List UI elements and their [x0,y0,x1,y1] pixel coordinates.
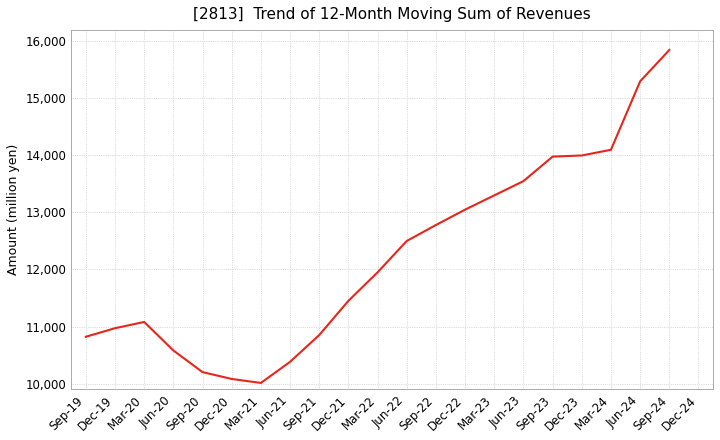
Y-axis label: Amount (million yen): Amount (million yen) [7,144,20,275]
Title: [2813]  Trend of 12-Month Moving Sum of Revenues: [2813] Trend of 12-Month Moving Sum of R… [193,7,591,22]
